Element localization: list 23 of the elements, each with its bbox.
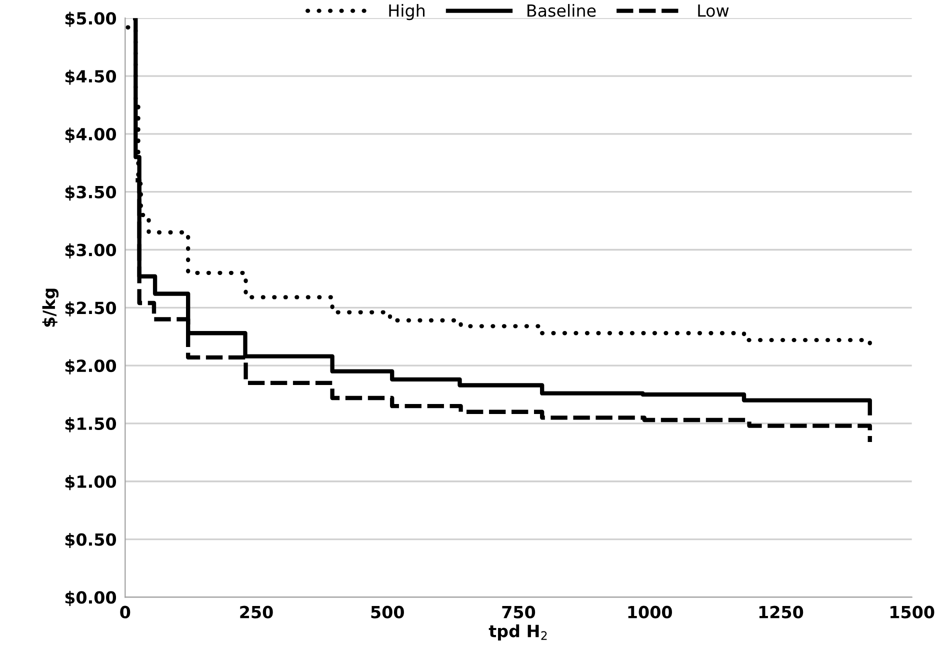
y-tick-label: $0.50	[65, 532, 116, 548]
y-tick-label: $4.50	[65, 70, 116, 85]
y-tick-label: $3.50	[65, 186, 116, 201]
x-tick-label: 1000	[628, 606, 672, 618]
x-tick-label: 500	[371, 606, 404, 618]
y-tick-label: $0.00	[65, 590, 116, 606]
y-tick-label: $1.00	[65, 475, 116, 490]
x-tick-label: 750	[502, 606, 536, 618]
y-axis-title: $/kg	[42, 288, 59, 327]
x-tick-label: 1250	[759, 606, 804, 618]
y-tick-label: $3.00	[65, 243, 116, 259]
y-tick-label: $2.00	[65, 359, 116, 374]
y-tick-label: $4.00	[65, 128, 116, 143]
y-tick-label: $1.50	[65, 417, 116, 432]
legend-label: Low	[698, 4, 729, 17]
x-tick-label: 1500	[890, 606, 934, 618]
y-tick-label: $2.50	[65, 301, 116, 316]
x-axis-title: tpd H$_{2}$	[488, 624, 547, 641]
y-tick-label: $5.00	[65, 12, 116, 27]
legend-label: High	[389, 4, 424, 20]
legend-label: Baseline	[528, 4, 596, 17]
x-tick-label: 250	[240, 606, 273, 618]
x-tick-label: 0	[120, 606, 130, 618]
